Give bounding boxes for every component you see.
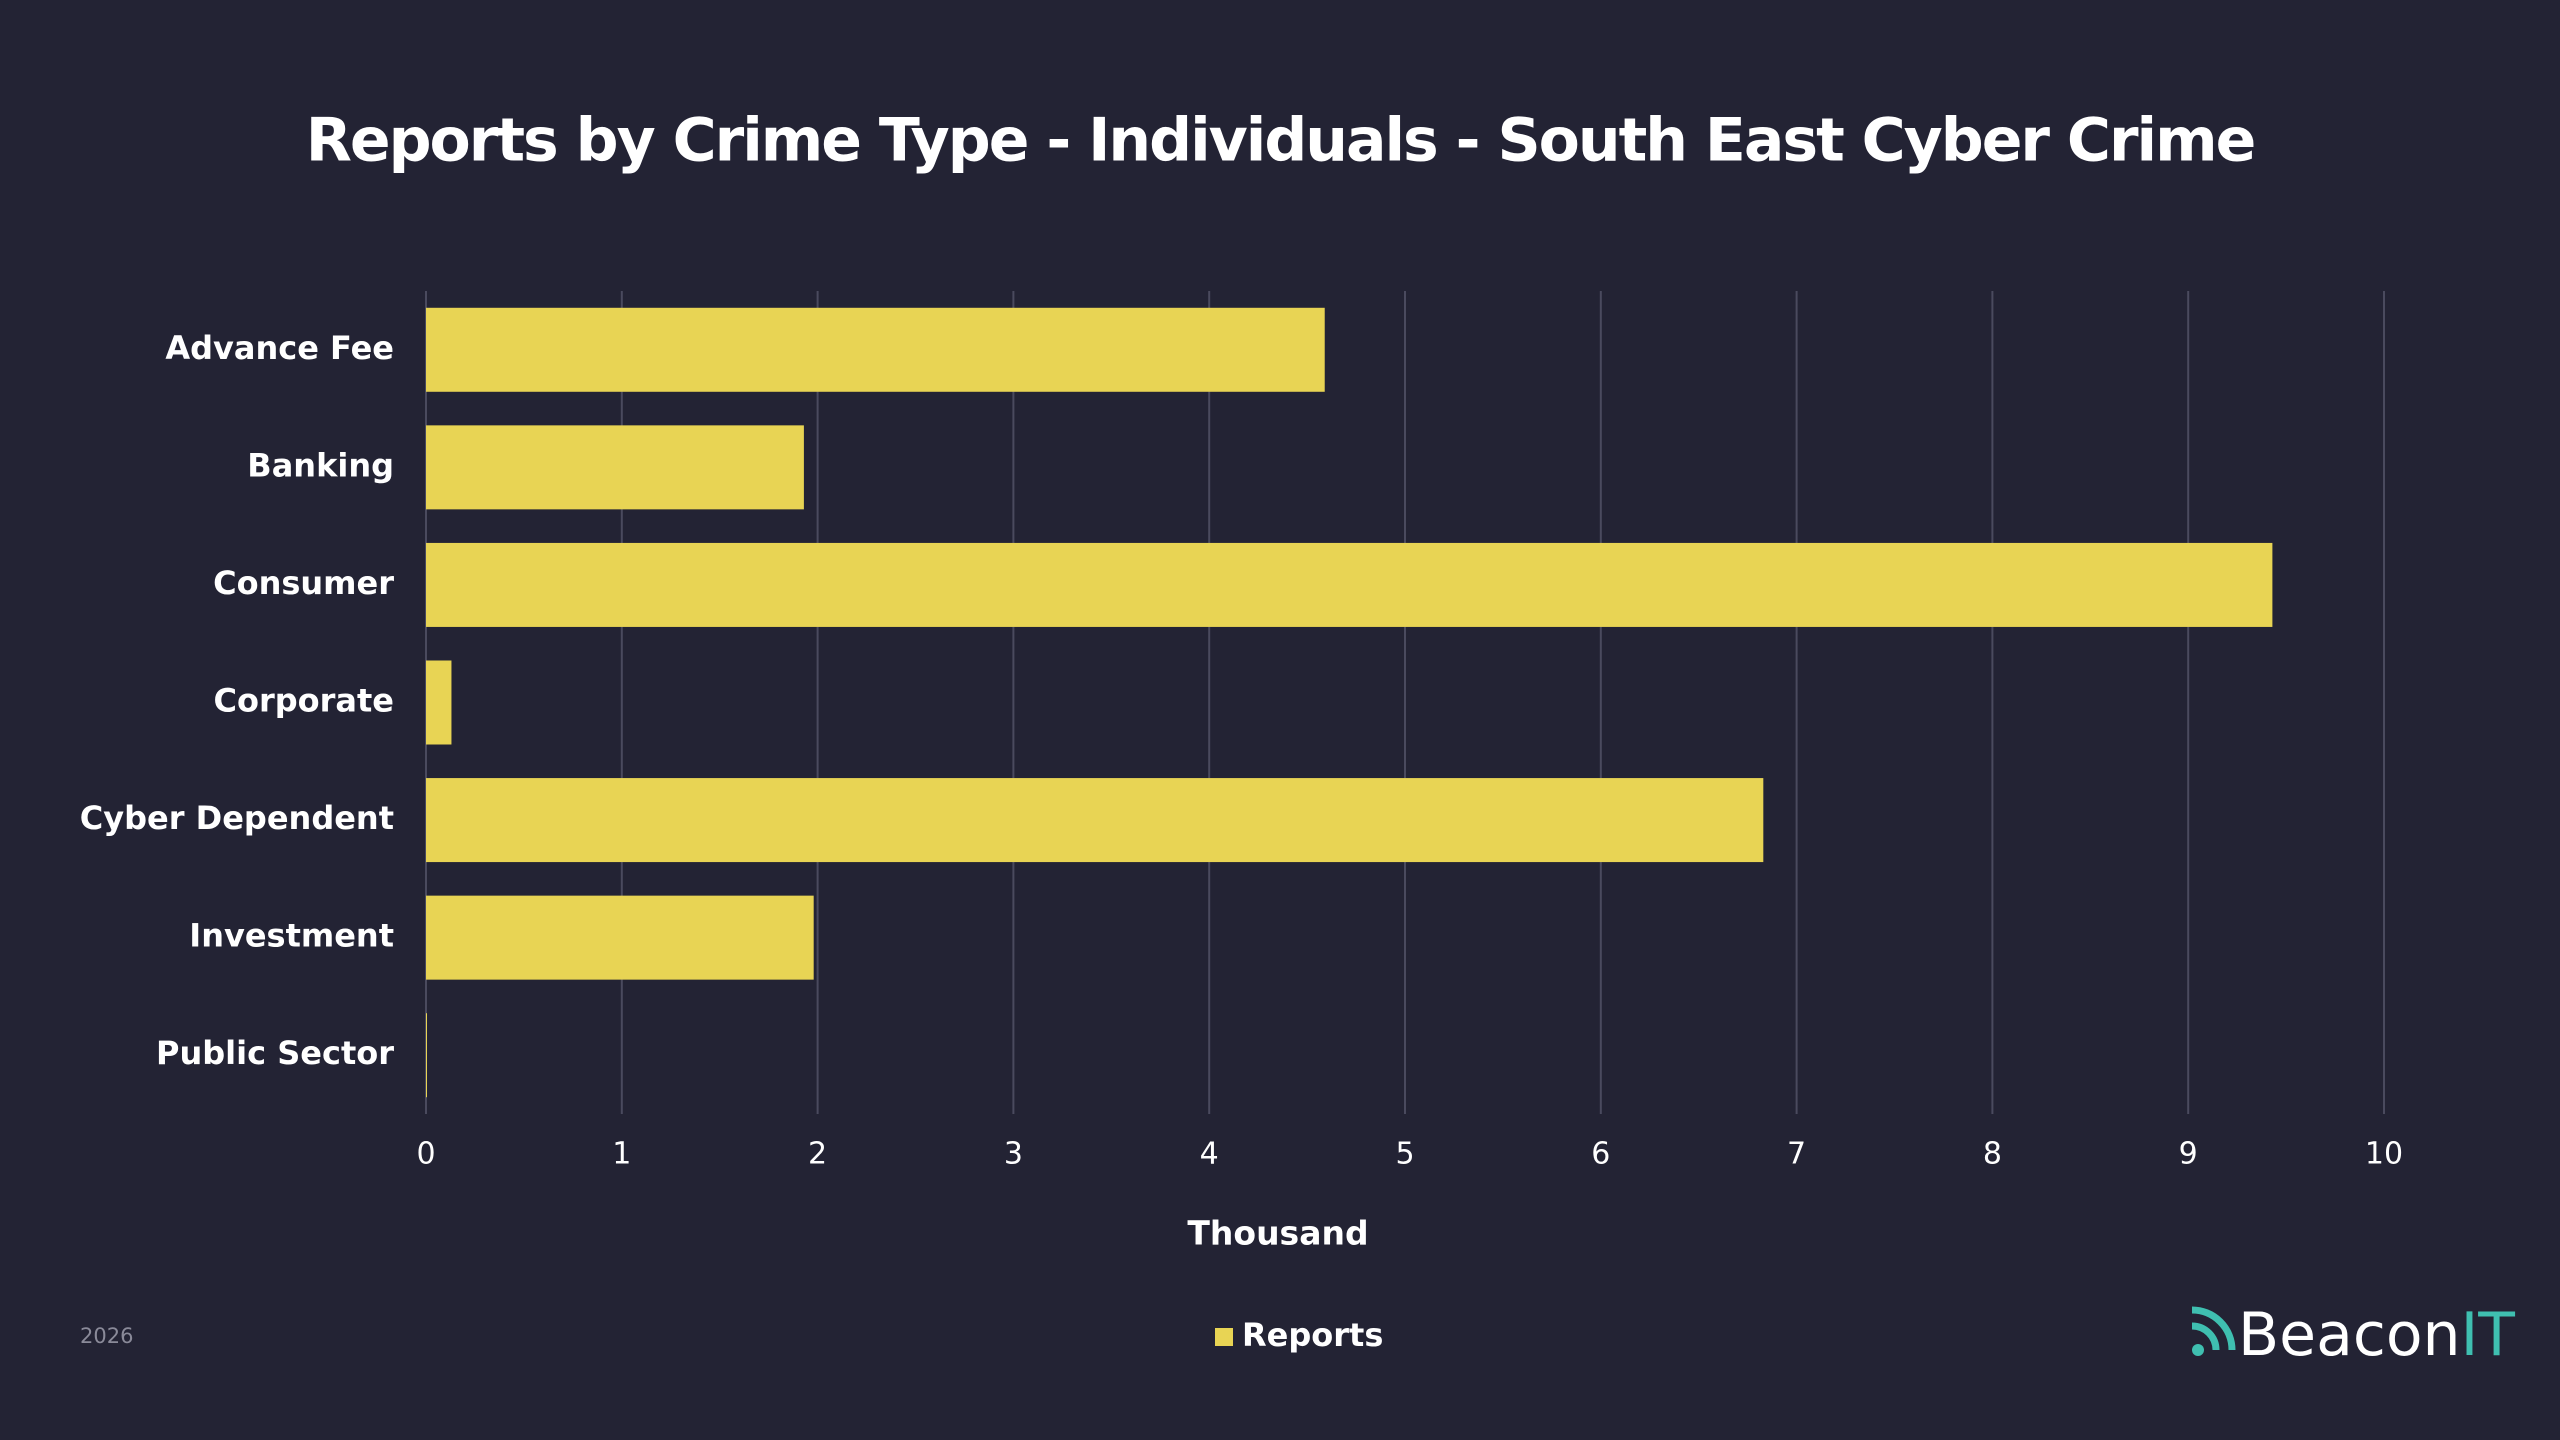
y-tick-label: Advance Fee bbox=[165, 329, 394, 367]
y-tick-label: Consumer bbox=[213, 564, 394, 602]
y-tick-label: Cyber Dependent bbox=[80, 799, 394, 837]
logo: BeaconIT bbox=[2191, 1300, 2515, 1370]
y-tick-label: Investment bbox=[189, 917, 394, 955]
x-tick-label: 7 bbox=[1787, 1137, 1806, 1172]
bar bbox=[426, 425, 804, 510]
brand-accent: IT bbox=[2461, 1300, 2516, 1370]
bar bbox=[426, 895, 814, 980]
x-tick-label: 2 bbox=[808, 1137, 827, 1172]
y-tick-label: Public Sector bbox=[156, 1034, 394, 1072]
brand-name: Beacon bbox=[2238, 1300, 2461, 1370]
x-axis-label: Thousand bbox=[1187, 1214, 1368, 1253]
logo-icon bbox=[2191, 1306, 2236, 1351]
x-tick-label: 4 bbox=[1200, 1137, 1219, 1172]
legend-swatch bbox=[1215, 1328, 1233, 1346]
bar bbox=[426, 1013, 427, 1098]
brand: BeaconIT bbox=[2238, 1300, 2515, 1370]
chart-title: Reports by Crime Type - Individuals - So… bbox=[306, 106, 2255, 176]
bar bbox=[426, 660, 452, 745]
x-tick-label: 3 bbox=[1004, 1137, 1023, 1172]
bar bbox=[426, 542, 2273, 627]
year: 2026 bbox=[80, 1324, 133, 1348]
bar bbox=[426, 778, 1764, 863]
logo-icon bbox=[2192, 1344, 2204, 1356]
x-tick-label: 6 bbox=[1591, 1137, 1610, 1172]
x-tick-label: 5 bbox=[1395, 1137, 1414, 1172]
x-tick-label: 0 bbox=[416, 1137, 435, 1172]
x-tick-label: 9 bbox=[2179, 1137, 2198, 1172]
x-tick-label: 1 bbox=[612, 1137, 631, 1172]
y-tick-label: Corporate bbox=[213, 682, 394, 720]
y-tick-label: Banking bbox=[247, 446, 394, 484]
x-tick-label: 8 bbox=[1983, 1137, 2002, 1172]
legend-label: Reports bbox=[1242, 1316, 1383, 1354]
bar bbox=[426, 307, 1325, 392]
x-tick-label: 10 bbox=[2365, 1137, 2403, 1172]
